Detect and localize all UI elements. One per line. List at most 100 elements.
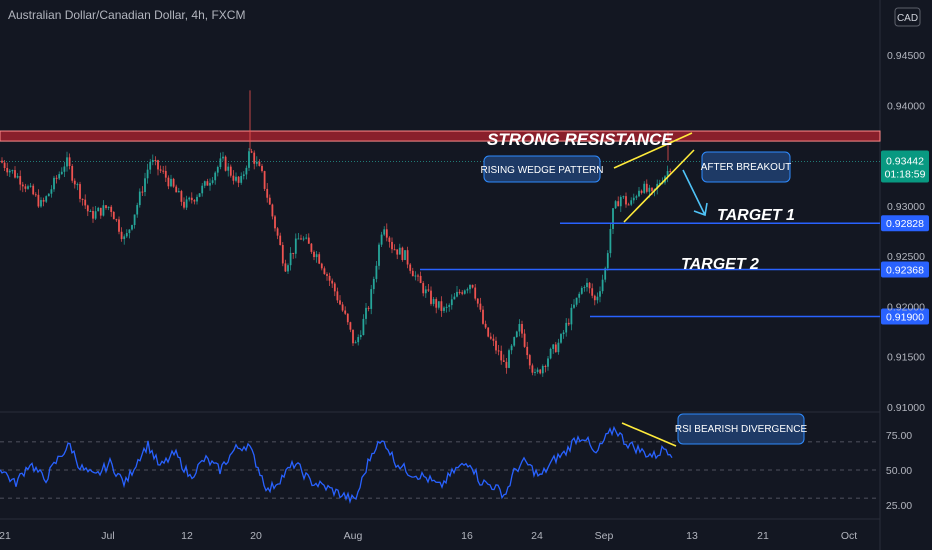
candle-body	[34, 194, 37, 196]
candle-body	[50, 189, 53, 194]
candle-body	[593, 295, 596, 301]
candle-body	[8, 170, 11, 173]
candle-body	[258, 161, 261, 166]
candle-body	[294, 238, 297, 254]
candle-body	[268, 197, 271, 205]
candle-body	[346, 313, 349, 323]
candle-body	[84, 199, 87, 206]
candle-body	[484, 323, 487, 328]
candle-body	[500, 350, 503, 361]
candle-body	[630, 200, 633, 205]
breakout-callout	[701, 151, 791, 183]
candle-body	[422, 283, 425, 294]
candle-body	[47, 193, 50, 197]
candle-body	[365, 307, 367, 319]
candle-body	[554, 344, 557, 353]
candle-body	[430, 290, 432, 304]
candle-body	[29, 185, 32, 187]
candle-body	[154, 160, 157, 162]
candle-body	[448, 305, 451, 307]
candle-body	[55, 177, 58, 179]
candle-body	[354, 342, 357, 344]
breakout-callout-label: AFTER BREAKOUT	[701, 162, 792, 173]
target2-annotation: TARGET 2	[681, 256, 759, 273]
candle-body	[263, 171, 266, 189]
candle-body	[266, 188, 269, 198]
candle-body	[404, 250, 406, 260]
candle-body	[27, 186, 29, 189]
candle-body	[536, 369, 539, 372]
candle-body	[612, 208, 614, 229]
candle-body	[435, 299, 438, 308]
candle-body	[102, 205, 105, 216]
candle-body	[219, 158, 222, 167]
candle-body	[357, 337, 360, 343]
candle-body	[497, 350, 500, 352]
candle-body	[94, 211, 97, 219]
candle-body	[513, 337, 516, 346]
candle-body	[476, 298, 479, 304]
candle-body	[619, 197, 622, 207]
wedge-callout-label: RISING WEDGE PATTERN	[481, 165, 604, 176]
candle-body	[284, 263, 287, 272]
candle-body	[42, 200, 45, 202]
candle-body	[21, 184, 24, 187]
candle-body	[315, 254, 318, 258]
candle-body	[487, 327, 490, 337]
candle-body	[450, 299, 453, 306]
candle-body	[146, 169, 149, 179]
candle-body	[378, 244, 380, 266]
candle-body	[14, 170, 16, 178]
candle-body	[120, 231, 123, 240]
candle-body	[411, 270, 414, 277]
candle-body	[63, 166, 66, 172]
candle-body	[388, 237, 391, 242]
current-price-label: 0.93442	[886, 155, 924, 167]
candle-body	[305, 237, 308, 239]
rsi-tick-label: 75.00	[886, 430, 912, 442]
candle-body	[344, 310, 347, 314]
x-tick-label: Sep	[595, 530, 614, 542]
candle-body	[580, 287, 583, 294]
breakout-arrow	[682, 169, 706, 216]
candle-body	[414, 275, 417, 277]
currency-button[interactable]: CAD	[894, 7, 921, 27]
currency-label: CAD	[897, 13, 918, 24]
level-price-label: 0.92368	[886, 264, 924, 276]
candle-body	[474, 287, 477, 299]
candle-body	[110, 206, 113, 212]
rsi-divergence-line	[621, 422, 677, 447]
candle-body	[19, 176, 22, 185]
candle-body	[437, 301, 440, 308]
candle-body	[424, 289, 427, 294]
candle-body	[60, 171, 63, 175]
candle-body	[172, 178, 175, 187]
candle-body	[175, 186, 178, 193]
candle-body	[409, 264, 412, 271]
wedge-lower-line	[623, 149, 695, 223]
candle-body	[443, 307, 445, 311]
candle-body	[261, 165, 263, 172]
candle-body	[313, 251, 315, 258]
candle-body	[396, 249, 399, 255]
candle-body	[565, 322, 568, 333]
candle-body	[370, 289, 373, 309]
rsi-callout-label: RSI BEARISH DIVERGENCE	[675, 424, 808, 435]
candle-body	[292, 252, 295, 254]
candle-body	[669, 171, 672, 173]
candle-body	[547, 358, 549, 367]
candle-body	[131, 225, 133, 230]
candle-body	[466, 289, 469, 291]
candle-body	[128, 229, 131, 234]
candle-body	[222, 156, 224, 159]
candle-body	[567, 322, 570, 325]
candle-body	[193, 200, 196, 202]
y-tick-label: 0.92500	[887, 251, 925, 263]
candle-body	[271, 204, 274, 217]
candle-body	[235, 176, 237, 181]
candle-body	[591, 288, 594, 296]
candle-body	[372, 278, 375, 290]
candle-body	[216, 166, 219, 173]
